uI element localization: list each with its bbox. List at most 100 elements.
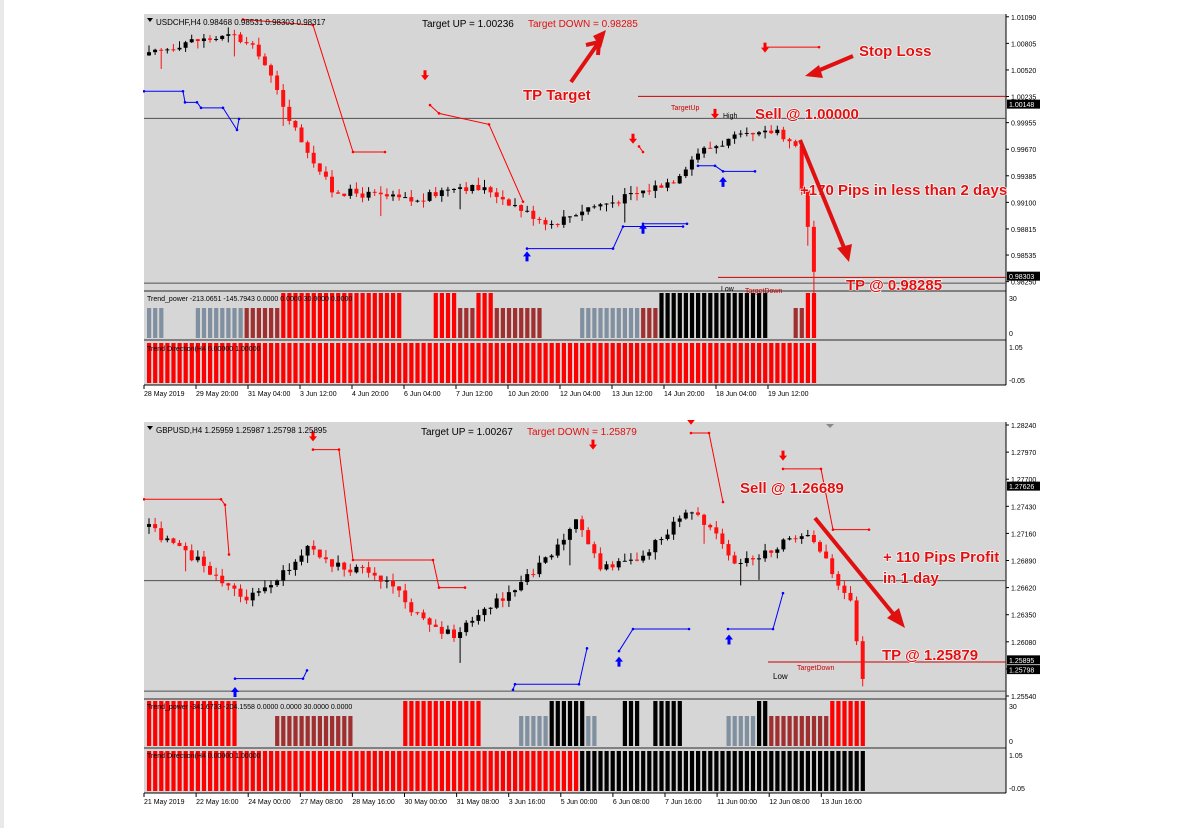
price-pane[interactable] bbox=[144, 422, 1006, 698]
trend-direction-bar bbox=[567, 343, 573, 383]
trend-direction-bar bbox=[720, 343, 725, 383]
trend-direction-bar bbox=[726, 343, 731, 383]
trend-step-line bbox=[144, 498, 230, 555]
trend-direction-bar bbox=[171, 751, 176, 791]
bull-candle bbox=[214, 38, 219, 40]
bear-candle bbox=[238, 34, 243, 43]
bear-candle bbox=[208, 38, 212, 40]
trend-power-bar bbox=[470, 308, 475, 338]
bull-candle bbox=[488, 607, 493, 609]
trend-power-bar bbox=[208, 308, 213, 338]
trend-direction-bar bbox=[452, 751, 457, 791]
scroll-marker-icon[interactable] bbox=[826, 424, 834, 428]
dropdown-triangle-icon[interactable] bbox=[147, 18, 153, 22]
trend-dot bbox=[235, 128, 239, 132]
time-tick-label: 18 Jun 04:00 bbox=[716, 391, 757, 398]
trend-direction-bar bbox=[354, 343, 359, 383]
bear-candle bbox=[610, 564, 615, 568]
trend-direction-bar bbox=[299, 343, 304, 383]
bear-candle bbox=[409, 602, 414, 613]
trend-direction-bar bbox=[323, 751, 329, 791]
trend-power-bar bbox=[750, 293, 756, 338]
price-tick-label: 1.01090 bbox=[1011, 15, 1036, 22]
dropdown-triangle-icon[interactable] bbox=[147, 426, 153, 430]
bull-candle bbox=[250, 592, 255, 601]
trend-direction-bar bbox=[177, 751, 182, 791]
gbpusd-chart-window[interactable]: 1.28240 1.27970 1.27700 1.27430 1.27160 1.268… bbox=[143, 420, 1043, 808]
bear-candle bbox=[183, 545, 188, 551]
bear-candle bbox=[598, 553, 603, 570]
price-pane[interactable] bbox=[144, 14, 1006, 290]
trend-direction-bar bbox=[384, 751, 390, 791]
trend-dot bbox=[641, 222, 645, 226]
tp-target-arrow-head bbox=[593, 30, 606, 48]
bear-candle bbox=[452, 629, 456, 638]
bull-candle bbox=[226, 34, 231, 36]
bear-candle bbox=[500, 598, 505, 601]
sell-arrow-icon bbox=[711, 108, 719, 119]
trend-direction-bar bbox=[726, 751, 731, 791]
trend-direction-bar bbox=[391, 751, 396, 791]
time-tick-label: 29 May 20:00 bbox=[196, 391, 239, 398]
trend-direction-bar bbox=[689, 343, 695, 383]
trend-dot bbox=[689, 431, 693, 435]
trend-direction-bar bbox=[153, 751, 158, 791]
bull-candle bbox=[628, 559, 633, 561]
trend-dot bbox=[463, 586, 467, 589]
bull-candle bbox=[513, 590, 517, 593]
trend-power-bar bbox=[622, 308, 627, 338]
time-tick-label: 7 Jun 12:00 bbox=[456, 391, 493, 398]
bear-candle bbox=[311, 545, 316, 550]
trend-direction-bar bbox=[592, 343, 597, 383]
trend-power-bar bbox=[567, 701, 573, 746]
trend-power-bar bbox=[220, 308, 225, 338]
trend-direction-bar bbox=[750, 343, 756, 383]
trend-power-bar bbox=[342, 716, 347, 746]
trend-power-bar bbox=[665, 293, 670, 338]
price-flag-label: 1.27626 bbox=[1009, 484, 1034, 491]
trend-direction-bar bbox=[220, 343, 225, 383]
bull-candle bbox=[580, 211, 585, 216]
trend-direction-bar bbox=[824, 751, 829, 791]
trend-direction-bar bbox=[848, 751, 853, 791]
trend-direction-bar bbox=[189, 751, 194, 791]
bull-candle bbox=[665, 534, 670, 540]
trend-direction-bar bbox=[732, 751, 737, 791]
trend-power-bar bbox=[519, 716, 524, 746]
trend-direction-bar bbox=[793, 751, 798, 791]
trend-power-bar bbox=[537, 308, 542, 338]
trend-power-bar bbox=[421, 701, 426, 746]
trend-direction-bar bbox=[275, 751, 280, 791]
trend-power-bar bbox=[232, 308, 237, 338]
trend-direction-bar bbox=[391, 343, 396, 383]
trend-power-bar bbox=[458, 701, 463, 746]
bear-candle bbox=[366, 567, 371, 573]
trend-direction-label: Trend Direction(H4 0.00000 1.00000 bbox=[147, 346, 260, 353]
bull-candle bbox=[604, 203, 609, 205]
bull-candle bbox=[165, 538, 170, 541]
trend-direction-bar bbox=[860, 751, 865, 791]
trend-direction-bar bbox=[336, 343, 341, 383]
signal-arrows bbox=[421, 42, 769, 262]
bull-candle bbox=[763, 130, 768, 133]
bear-candle bbox=[177, 542, 182, 546]
trend-direction-bar bbox=[519, 343, 524, 383]
bull-candle bbox=[476, 615, 481, 621]
bear-candle bbox=[543, 220, 548, 225]
usdchf-chart-window[interactable]: 1.01090 1.00805 1.00520 1.00235 0.99955 0.996… bbox=[143, 12, 1043, 400]
trend-power-bar bbox=[372, 293, 377, 338]
trend-power-bar bbox=[769, 716, 774, 746]
bull-candle bbox=[525, 210, 530, 212]
trend-power-bar bbox=[860, 701, 865, 746]
buy-arrow-icon bbox=[639, 223, 647, 234]
trend-direction-bar bbox=[183, 343, 188, 383]
trend-power-bar bbox=[793, 716, 798, 746]
bear-candle bbox=[793, 538, 798, 540]
trend-direction-bar bbox=[622, 751, 627, 791]
time-tick-label: 3 Jun 16:00 bbox=[509, 799, 546, 806]
bear-candle bbox=[848, 592, 853, 601]
bull-candle bbox=[738, 563, 743, 565]
bull-candle bbox=[622, 560, 627, 562]
bear-candle bbox=[696, 512, 700, 515]
bear-candle bbox=[421, 612, 426, 619]
